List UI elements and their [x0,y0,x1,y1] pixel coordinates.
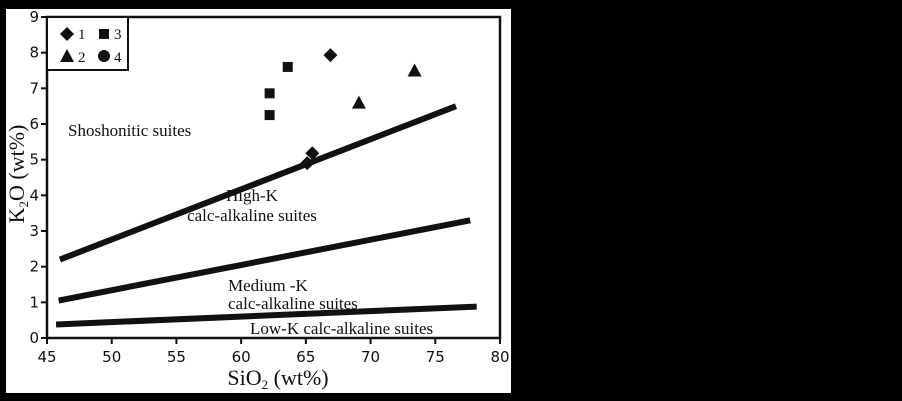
x-tick-label: 60 [232,348,251,366]
legend-label-3: 3 [114,27,122,43]
legend-label-1: 1 [78,27,86,43]
legend-label-2: 2 [78,50,86,66]
y-tick-label: 4 [29,186,39,204]
triangle-data-point [407,63,422,77]
y-tick-label: 1 [29,293,39,311]
y-tick-label: 3 [29,222,39,240]
diamond-data-point [323,48,338,63]
y-tick-label: 6 [29,115,39,133]
square-data-point [264,110,275,121]
x-tick-label: 65 [296,348,315,366]
x-axis-title: SiO2 (wt%) [227,365,328,392]
legend-circle-icon [98,50,110,62]
y-tick-label: 5 [29,151,39,169]
region-label-mediumk-sub: calc-alkaline suites [228,294,358,313]
boundary-line [58,103,458,263]
y-tick-label: 9 [29,9,39,26]
region-label-shoshonitic: Shoshonitic suites [68,121,191,140]
x-tick-label: 75 [426,348,445,366]
x-tick-label: 50 [102,348,121,366]
square-data-point [282,61,293,72]
legend-diamond-icon [60,27,74,41]
chart-canvas: 45 50 55 60 65 70 75 80 0 1 2 3 4 5 6 7 8 9 1 3 2 4 Shoshoniti… [6,9,511,393]
y-tick-label: 2 [29,258,39,276]
x-tick-label: 45 [37,348,56,366]
x-tick-label: 70 [361,348,380,366]
region-label-highk-sub: calc-alkaline suites [187,206,317,225]
region-label-mediumk: Medium -K [228,276,309,295]
y-axis-title: K2O (wt%) [6,125,31,224]
square-data-point [264,88,275,99]
region-label-highk: High-K [226,186,279,205]
legend-triangle-icon [60,49,74,62]
diamond-data-point [300,156,315,171]
legend-square-icon [99,29,109,39]
boundary-line [55,303,477,328]
x-tick-label: 80 [490,348,509,366]
boundary-line [58,217,471,304]
x-tick-label: 55 [167,348,186,366]
plot-frame [45,15,502,340]
triangle-data-point [351,95,366,109]
y-tick-label: 8 [29,44,39,62]
diamond-data-point [305,146,320,161]
legend-label-4: 4 [114,50,122,66]
y-tick-label: 7 [29,79,39,97]
y-tick-label: 0 [29,329,39,347]
region-label-lowk: Low-K calc-alkaline suites [250,319,433,338]
